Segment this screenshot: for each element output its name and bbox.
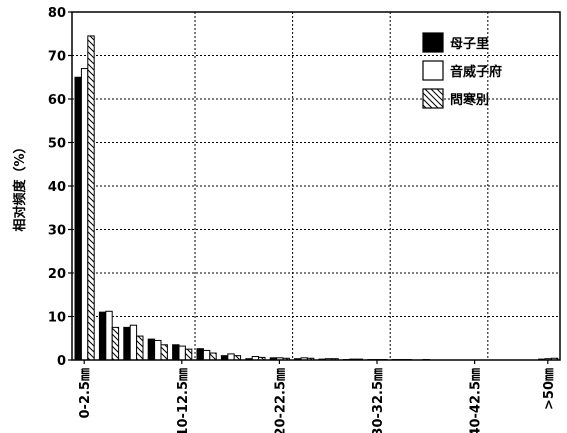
y-tick-label: 40 bbox=[48, 180, 66, 195]
bar-0-5 bbox=[196, 348, 204, 361]
bar-1-1 bbox=[105, 310, 113, 361]
y-tick-label: 30 bbox=[48, 224, 66, 239]
bar-1-4 bbox=[178, 345, 186, 361]
legend-label-2: 問寒別 bbox=[450, 92, 489, 108]
bar-1-5 bbox=[202, 349, 211, 361]
bar-1-6 bbox=[227, 353, 235, 361]
y-tick-label: 50 bbox=[48, 137, 66, 152]
bar-2-5 bbox=[209, 352, 217, 361]
legend-label-0: 母子里 bbox=[450, 37, 489, 52]
bar-0-2 bbox=[123, 326, 131, 361]
x-tick-label: >50㎜ bbox=[542, 368, 557, 410]
y-tick-label: 20 bbox=[48, 267, 66, 282]
bar-1-0 bbox=[80, 68, 89, 361]
bar-2-0 bbox=[87, 35, 95, 361]
x-axis-ticks: 0-2.5㎜ 10-12.5㎜ 20-22.5㎜ 30-32.5㎜ 40-42.5㎜ >5… bbox=[78, 360, 557, 433]
x-tick-label: 30-32.5㎜ bbox=[371, 368, 386, 433]
grid-lines bbox=[72, 12, 560, 360]
bar-2-1 bbox=[111, 326, 120, 361]
bar-2-3 bbox=[160, 344, 168, 361]
y-tick-label: 0 bbox=[57, 354, 66, 369]
legend-label-1: 音威子府 bbox=[450, 64, 502, 80]
y-axis-label: 相对频度（%） bbox=[12, 140, 28, 231]
bar-0-4 bbox=[172, 344, 180, 361]
x-tick-label: 0-2.5㎜ bbox=[78, 368, 93, 418]
legend-swatch-2 bbox=[422, 88, 444, 109]
y-tick-label: 70 bbox=[48, 50, 66, 65]
bar-2-4 bbox=[184, 348, 193, 361]
y-axis-ticks: 0 10 20 30 40 50 60 70 80 bbox=[48, 6, 72, 369]
y-tick-label: 60 bbox=[48, 93, 66, 108]
bar-0-1 bbox=[98, 311, 107, 361]
x-tick-label: 20-22.5㎜ bbox=[273, 368, 288, 433]
bar-1-3 bbox=[154, 339, 162, 361]
y-tick-label: 10 bbox=[48, 311, 66, 326]
bar-2-2 bbox=[136, 335, 144, 361]
bar-0-0 bbox=[74, 76, 82, 361]
bar-1-2 bbox=[129, 324, 138, 361]
legend-swatch-0 bbox=[422, 32, 444, 53]
x-tick-label: 40-42.5㎜ bbox=[469, 368, 484, 433]
legend-swatch-1 bbox=[422, 60, 444, 81]
bar-0-3 bbox=[147, 338, 156, 361]
x-tick-label: 10-12.5㎜ bbox=[176, 368, 191, 433]
y-tick-label: 80 bbox=[48, 6, 66, 21]
bars bbox=[74, 35, 559, 361]
